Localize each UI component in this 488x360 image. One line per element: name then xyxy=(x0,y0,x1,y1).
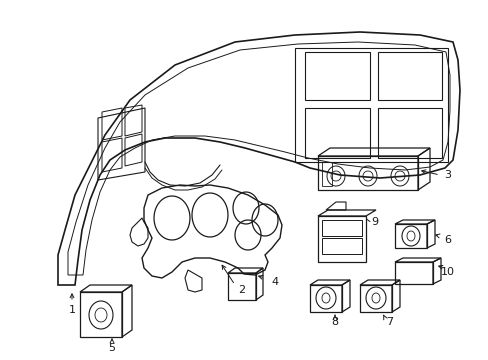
Text: 6: 6 xyxy=(444,235,450,245)
Text: 1: 1 xyxy=(68,305,75,315)
Text: 8: 8 xyxy=(331,317,338,327)
Text: 3: 3 xyxy=(444,170,450,180)
Text: 4: 4 xyxy=(271,277,278,287)
Text: 7: 7 xyxy=(386,317,393,327)
Text: 9: 9 xyxy=(371,217,378,227)
Text: 10: 10 xyxy=(440,267,454,277)
Text: 5: 5 xyxy=(108,343,115,353)
Text: 2: 2 xyxy=(238,285,245,295)
